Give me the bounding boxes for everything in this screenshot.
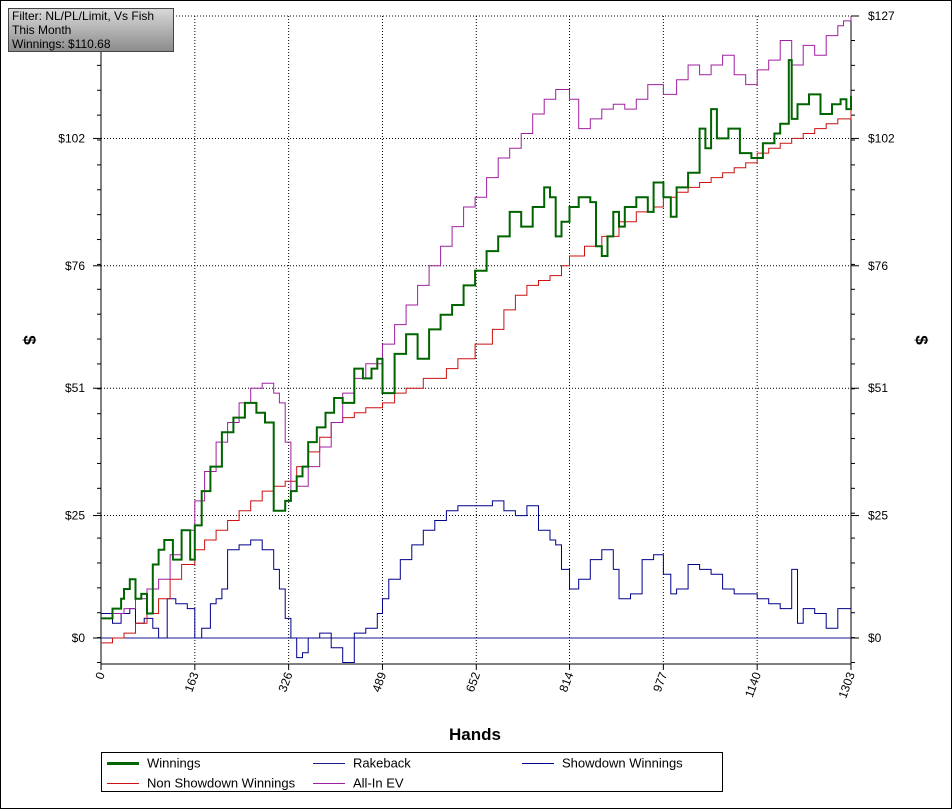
x-tick-label: 163 [182, 670, 202, 694]
x-axis-title: Hands [449, 725, 501, 744]
series-lines [101, 16, 852, 663]
y-axis-left-title: $ [20, 335, 39, 345]
x-tick-label: 977 [650, 670, 670, 694]
legend-label: All-In EV [353, 775, 404, 791]
legend-swatch-all-in-ev [313, 783, 345, 785]
x-tick-label: 652 [463, 670, 483, 694]
y-axis-right-title: $ [912, 335, 931, 345]
grid-lines [101, 15, 851, 664]
series-line-winnings [101, 59, 852, 620]
y-tick-label-right: $0 [868, 631, 882, 645]
y-tick-label-right: $102 [868, 131, 895, 145]
series-line-showdown-winnings [101, 500, 851, 663]
y-tick-label-right: $25 [868, 509, 888, 523]
legend-label: Non Showdown Winnings [147, 775, 296, 791]
legend-item-winnings: Winnings [107, 754, 200, 772]
period-text: This Month [12, 23, 72, 37]
series-line-non-showdown-winnings [101, 109, 852, 644]
y-tick-label-right: $76 [868, 259, 888, 273]
y-tick-label-left: $51 [65, 381, 85, 395]
legend-item-all-in-ev: All-In EV [313, 774, 404, 792]
legend-item-rakeback: Rakeback [313, 754, 411, 772]
x-tick-label: 326 [275, 670, 295, 694]
x-tick-label: 489 [369, 670, 389, 694]
y-axis-right-ticks: $0 $25 $51 $76 $102 $127 [851, 9, 895, 645]
legend-swatch-non-showdown-winnings [107, 783, 139, 785]
legend-label: Winnings [147, 755, 201, 771]
y-tick-label-right: $51 [868, 381, 888, 395]
filter-text: Filter: NL/PL/Limit, Vs Fish [12, 9, 155, 23]
legend-swatch-rakeback [313, 763, 345, 765]
legend-item-showdown-winnings: Showdown Winnings [522, 754, 683, 772]
x-axis-ticks: 0 163 326 489 652 814 977 1140 1303 [92, 664, 858, 700]
y-tick-label-left: $25 [65, 509, 85, 523]
legend-item-non-showdown-winnings: Non Showdown Winnings [107, 774, 295, 792]
chart-legend: Winnings Rakeback Showdown Winnings Non … [101, 752, 723, 792]
winnings-total-text: Winnings: $110.68 [12, 37, 111, 51]
y-tick-label-left: $102 [58, 131, 85, 145]
y-tick-label-right: $127 [868, 9, 895, 23]
x-tick-label: 0 [92, 670, 108, 681]
x-tick-label: 814 [556, 670, 576, 694]
x-tick-label: 1303 [836, 670, 858, 700]
y-tick-label-left: $0 [72, 631, 86, 645]
legend-label: Showdown Winnings [562, 755, 683, 771]
filter-info-box: Filter: NL/PL/Limit, Vs Fish This Month … [8, 8, 174, 52]
legend-swatch-winnings [107, 762, 139, 766]
y-tick-label-left: $76 [65, 259, 85, 273]
x-tick-label: 1140 [742, 670, 764, 699]
y-axis-left-ticks: $0$25$51$76$102$127 [58, 9, 101, 645]
legend-swatch-showdown-winnings [522, 763, 554, 765]
series-line-all-in-ev [101, 16, 852, 619]
minor-ticks [97, 39, 855, 663]
legend-label: Rakeback [353, 755, 411, 771]
